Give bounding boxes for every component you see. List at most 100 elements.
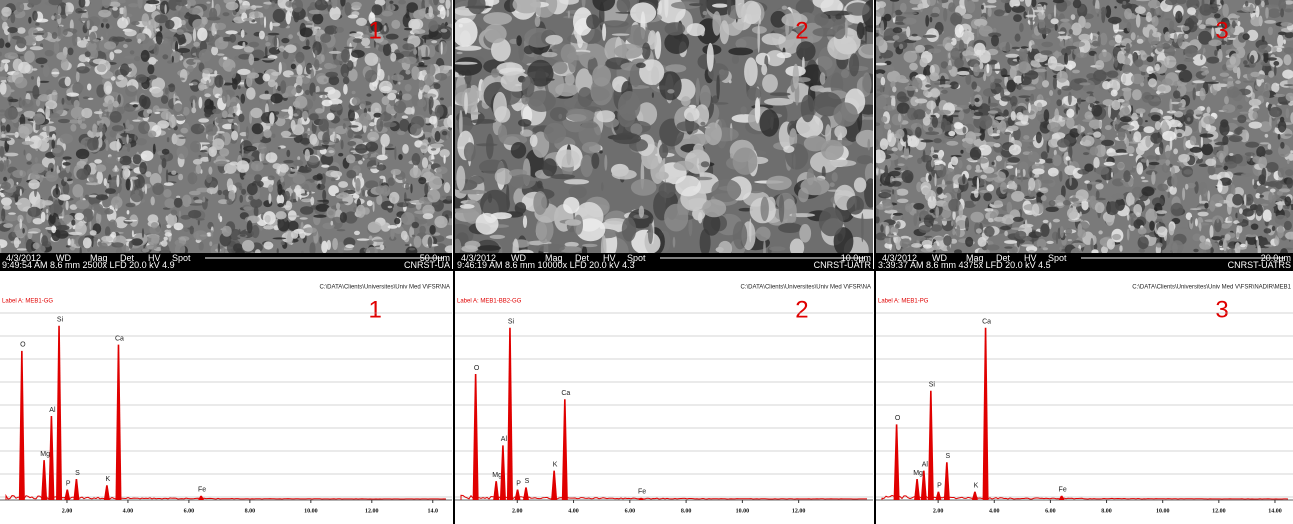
grain bbox=[1004, 131, 1012, 135]
grain bbox=[861, 116, 873, 120]
grain bbox=[749, 218, 752, 243]
grain bbox=[284, 44, 297, 53]
grain bbox=[121, 13, 133, 18]
grain bbox=[248, 195, 254, 201]
grain bbox=[1000, 87, 1005, 98]
grain bbox=[390, 52, 397, 62]
grain bbox=[348, 108, 355, 122]
peak-label: O bbox=[474, 365, 480, 372]
grain bbox=[949, 114, 961, 118]
grain bbox=[1280, 22, 1293, 27]
grain bbox=[32, 10, 38, 21]
grain bbox=[1256, 146, 1266, 158]
grain bbox=[373, 33, 384, 43]
grain bbox=[338, 181, 349, 188]
grain bbox=[0, 125, 6, 132]
grain bbox=[445, 249, 452, 252]
grain bbox=[1047, 13, 1052, 20]
grain bbox=[1258, 44, 1272, 54]
grain bbox=[303, 227, 317, 234]
grain bbox=[1069, 176, 1072, 187]
grain bbox=[28, 0, 42, 6]
grain bbox=[187, 172, 198, 185]
grain bbox=[364, 46, 371, 49]
grain bbox=[16, 248, 28, 251]
grain bbox=[56, 25, 65, 40]
grain bbox=[512, 0, 541, 14]
grain bbox=[110, 76, 116, 81]
x-tick-label: 4.00 bbox=[568, 508, 579, 514]
grain bbox=[1183, 58, 1195, 62]
grain bbox=[446, 9, 450, 18]
grain bbox=[819, 72, 826, 85]
grain bbox=[176, 48, 191, 53]
grain bbox=[41, 200, 54, 206]
grain bbox=[162, 40, 168, 44]
grain bbox=[1099, 32, 1108, 46]
grain bbox=[665, 64, 687, 73]
grain bbox=[1274, 236, 1280, 246]
grain bbox=[109, 129, 116, 138]
grain bbox=[28, 16, 32, 24]
grain bbox=[952, 210, 956, 221]
grain bbox=[778, 222, 803, 233]
grain bbox=[681, 96, 691, 107]
grain bbox=[261, 58, 275, 61]
grain bbox=[1245, 141, 1260, 148]
grain bbox=[1219, 72, 1230, 77]
grain bbox=[1171, 173, 1178, 188]
grain bbox=[950, 47, 961, 61]
grain bbox=[112, 100, 119, 108]
grain bbox=[630, 179, 657, 196]
grain bbox=[1141, 180, 1149, 183]
grain bbox=[241, 188, 247, 195]
grain bbox=[543, 122, 567, 144]
grain bbox=[123, 44, 128, 48]
grain bbox=[89, 21, 95, 26]
grain bbox=[1068, 28, 1073, 35]
grain bbox=[356, 238, 370, 241]
grain bbox=[84, 194, 90, 200]
grain bbox=[700, 121, 706, 126]
grain bbox=[853, 177, 867, 193]
grain bbox=[429, 225, 436, 235]
grain bbox=[987, 6, 992, 18]
grain bbox=[301, 198, 313, 203]
grain bbox=[880, 189, 892, 194]
grain bbox=[533, 191, 547, 215]
grain bbox=[148, 20, 151, 25]
grain bbox=[876, 122, 881, 126]
grain bbox=[972, 115, 982, 120]
grain bbox=[87, 137, 98, 151]
grain bbox=[84, 51, 91, 58]
grain bbox=[274, 111, 280, 115]
grain bbox=[406, 2, 419, 13]
grain bbox=[769, 246, 786, 252]
grain bbox=[411, 221, 419, 229]
grain bbox=[323, 78, 327, 82]
grain bbox=[1020, 168, 1024, 183]
grain bbox=[130, 238, 143, 246]
grain bbox=[409, 123, 422, 136]
grain bbox=[1043, 109, 1050, 122]
grain bbox=[676, 121, 700, 132]
grain bbox=[31, 76, 34, 80]
grain bbox=[447, 106, 452, 115]
grain bbox=[1232, 153, 1243, 164]
grain bbox=[1041, 41, 1053, 48]
grain bbox=[61, 97, 65, 105]
grain bbox=[431, 152, 434, 165]
grain bbox=[700, 161, 710, 168]
grain bbox=[1053, 4, 1057, 18]
grain bbox=[405, 183, 410, 190]
grain bbox=[977, 236, 987, 247]
grain bbox=[1075, 102, 1079, 115]
grain bbox=[892, 86, 897, 93]
grain bbox=[611, 169, 637, 180]
grain bbox=[1197, 211, 1209, 217]
grain bbox=[876, 216, 880, 224]
grain bbox=[880, 224, 884, 233]
grain bbox=[456, 165, 466, 191]
x-tick-label: 2.00 bbox=[512, 508, 523, 514]
grain bbox=[459, 109, 463, 138]
